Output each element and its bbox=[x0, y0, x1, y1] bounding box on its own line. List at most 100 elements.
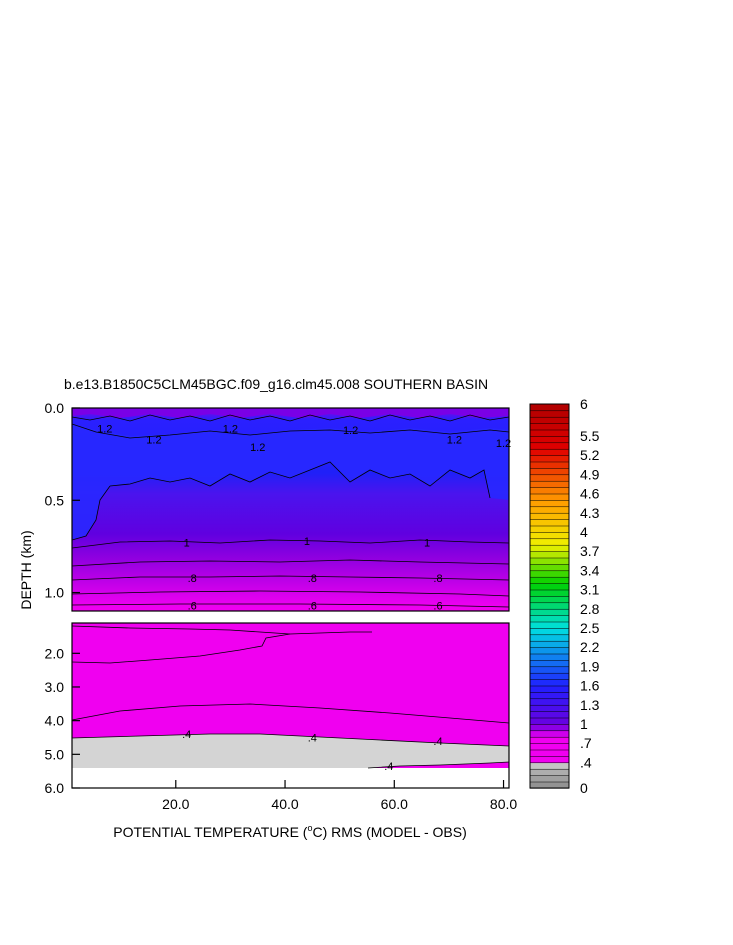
colorbar-label: 3.7 bbox=[580, 543, 600, 559]
colorbar-label: .4 bbox=[580, 754, 592, 770]
upper-panel: 1.2 1.2 1.2 1.2 1.2 1.2 1.2 1 1 1 .8 .8 .8 .6 .6 .6 bbox=[71, 407, 511, 612]
colorbar-segment bbox=[529, 442, 570, 450]
contour-label-upper: 1 bbox=[424, 538, 430, 550]
colorbar-segment bbox=[529, 646, 570, 655]
colorbar-segment bbox=[529, 717, 570, 725]
colorbar-segment bbox=[529, 621, 570, 629]
colorbar-segment bbox=[529, 525, 570, 533]
lower-contour-labels: .4 .4 .4 .4 bbox=[182, 729, 442, 773]
contour-label-upper: 1 bbox=[184, 538, 190, 550]
upper-surface-band bbox=[72, 408, 509, 418]
colorbar-segment bbox=[529, 774, 570, 783]
lower-panel: .4 .4 .4 .4 bbox=[71, 622, 510, 789]
colorbar-segment bbox=[529, 410, 570, 418]
contour-line-0p45 bbox=[71, 703, 510, 724]
contour-label-lower: .4 bbox=[433, 736, 442, 748]
contour-line-0p8 bbox=[71, 575, 510, 581]
contour-label-upper: 1.2 bbox=[223, 423, 238, 435]
contour-line-0p9 bbox=[71, 559, 510, 567]
colorbar-segment bbox=[529, 454, 570, 463]
lower-blank-region bbox=[72, 768, 509, 788]
colorbar-label: .7 bbox=[580, 735, 592, 751]
upper-deep-blue-region bbox=[72, 424, 509, 540]
y-tick-label-lower: 6.0 bbox=[45, 780, 65, 796]
colorbar-segment bbox=[529, 691, 570, 700]
contour-line-1p3 bbox=[71, 414, 510, 422]
colorbar-segment bbox=[529, 538, 570, 546]
colorbar-label: 6 bbox=[580, 396, 588, 412]
colorbar bbox=[529, 403, 570, 789]
contour-label-upper: 1.2 bbox=[447, 434, 462, 446]
colorbar-label: 2.2 bbox=[580, 639, 600, 655]
colorbar-segment bbox=[529, 512, 570, 520]
colorbar-segment bbox=[529, 704, 570, 712]
colorbar-label: 4.6 bbox=[580, 486, 600, 502]
colorbar-segment bbox=[529, 589, 570, 597]
colorbar-segment bbox=[529, 634, 570, 642]
colorbar-segment bbox=[529, 557, 570, 565]
contour-label-upper: .8 bbox=[433, 573, 442, 585]
contour-label-upper: 1.2 bbox=[343, 425, 358, 437]
colorbar-label: 2.5 bbox=[580, 620, 600, 636]
contour-line-1p0 bbox=[71, 539, 510, 549]
colorbar-segment bbox=[529, 531, 570, 540]
upper-panel-frame bbox=[71, 407, 510, 612]
x-axis-label-prefix: POTENTIAL TEMPERATURE ( bbox=[113, 824, 308, 840]
colorbar-segment bbox=[529, 435, 570, 444]
contour-line-0p7 bbox=[71, 590, 510, 597]
colorbar-label: 1.3 bbox=[580, 697, 600, 713]
colorbar-segment bbox=[529, 678, 570, 687]
colorbar-segment bbox=[529, 762, 570, 770]
y-axis-label: DEPTH (km) bbox=[18, 530, 34, 609]
contour-line-1p1 bbox=[71, 485, 111, 541]
colorbar-segment bbox=[529, 768, 570, 776]
colorbar-segment bbox=[529, 736, 570, 744]
colorbar-segment bbox=[529, 570, 570, 578]
contour-line-1p2-b bbox=[109, 461, 491, 499]
colorbar-segment bbox=[529, 550, 570, 559]
contour-label-upper: 1.2 bbox=[250, 442, 265, 454]
colorbar-segment bbox=[529, 627, 570, 636]
colorbar-label: 0 bbox=[580, 780, 588, 796]
colorbar-label: 3.4 bbox=[580, 562, 600, 578]
x-tick-label: 20.0 bbox=[162, 796, 189, 812]
contour-label-upper: 1 bbox=[304, 536, 310, 548]
x-axis-label: POTENTIAL TEMPERATURE (oC) RMS (MODEL - … bbox=[113, 823, 467, 840]
colorbar-label: 1 bbox=[580, 716, 588, 732]
colorbar-label: 1.6 bbox=[580, 678, 600, 694]
contour-label-upper: .6 bbox=[433, 600, 442, 612]
colorbar-segment bbox=[529, 614, 570, 623]
colorbar-segment bbox=[529, 486, 570, 495]
upper-contour-lines bbox=[71, 414, 510, 608]
contour-line-0p5-b bbox=[71, 633, 291, 664]
colorbar-segment bbox=[529, 461, 570, 469]
colorbar-segment bbox=[529, 749, 570, 757]
colorbar-segment bbox=[529, 640, 570, 648]
x-axis-label-suffix: C) RMS (MODEL - OBS) bbox=[312, 824, 466, 840]
chart-title: b.e13.B1850C5CLM45BGC.f09_g16.clm45.008 … bbox=[64, 376, 488, 392]
y-tick-label-upper: 1.0 bbox=[45, 585, 65, 601]
colorbar-label: 4.3 bbox=[580, 505, 600, 521]
y-tick-label-lower: 5.0 bbox=[45, 746, 65, 762]
colorbar-segment bbox=[529, 563, 570, 572]
colorbar-segment bbox=[529, 710, 570, 719]
colorbar-segment bbox=[529, 493, 570, 501]
colorbar-segment bbox=[529, 755, 570, 764]
colorbar-segment bbox=[529, 582, 570, 591]
colorbar-label: 5.2 bbox=[580, 447, 600, 463]
lower-gray-region bbox=[72, 734, 509, 768]
y-tick-label-lower: 4.0 bbox=[45, 713, 65, 729]
y-tick-label-upper: 0.5 bbox=[45, 492, 65, 508]
lower-contour-lines bbox=[71, 625, 510, 769]
upper-contour-labels: 1.2 1.2 1.2 1.2 1.2 1.2 1.2 1 1 1 .8 .8 .8 .6 .6 .6 bbox=[97, 423, 511, 612]
colorbar-label: 1.9 bbox=[580, 658, 600, 674]
contour-label-lower: .4 bbox=[182, 729, 191, 741]
colorbar-segment bbox=[529, 518, 570, 527]
colorbar-segment bbox=[529, 595, 570, 604]
colorbar-segment bbox=[529, 602, 570, 610]
colorbar-segment bbox=[529, 653, 570, 661]
colorbar-segment bbox=[529, 781, 570, 789]
contour-label-upper: .8 bbox=[308, 573, 317, 585]
y-tick-label-lower: 3.0 bbox=[45, 679, 65, 695]
